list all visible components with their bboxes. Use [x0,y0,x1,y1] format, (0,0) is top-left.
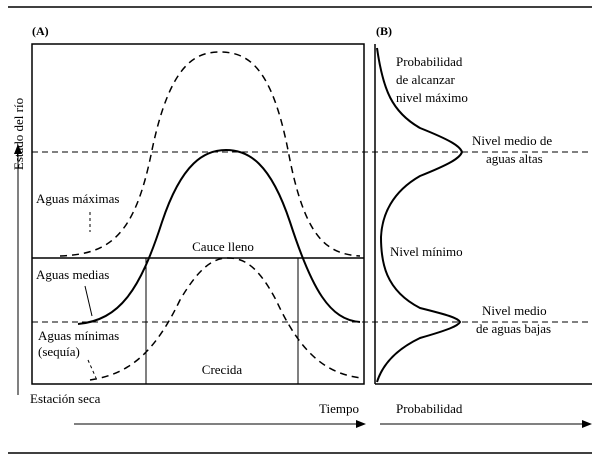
label-low-line1: Nivel medio [482,303,547,318]
mean-water-curve [77,148,361,325]
panel-b-tag: (B) [376,24,392,38]
label-prob-line3: nivel máximo [396,90,468,105]
panel-a-frame [31,43,365,385]
panel-a-tag: (A) [32,24,49,38]
label-prob-line1: Probabilidad [396,54,463,69]
x-axis-arrowhead-a [356,420,366,428]
mean-label-pointer [84,285,93,317]
label-crecida: Crecida [202,362,243,377]
season-label: Estación seca [30,391,101,406]
label-low-line2: de aguas bajas [476,321,551,336]
max-water-curve [59,51,361,257]
x-axis-label-time: Tiempo [319,401,359,416]
y-axis-label: Estado del río [11,98,26,170]
min-water-curve [89,257,363,381]
label-aguas-maximas: Aguas máximas [36,191,119,206]
label-high-line2: aguas altas [486,151,543,166]
y-axis-arrowhead [14,144,22,154]
label-sequia: (sequía) [38,344,80,359]
min-label-pointer [87,359,97,379]
label-aguas-medias: Aguas medias [36,267,109,282]
label-prob-line2: de alcanzar [396,72,455,87]
probability-curve [376,47,464,383]
label-aguas-minimas: Aguas mínimas [38,328,119,343]
label-minimo: Nivel mínimo [390,244,463,259]
label-high-line1: Nivel medio de [472,133,552,148]
label-cauce-lleno: Cauce lleno [192,239,254,254]
x-axis-arrowhead-b [582,420,592,428]
x-axis-label-probability: Probabilidad [396,401,463,416]
